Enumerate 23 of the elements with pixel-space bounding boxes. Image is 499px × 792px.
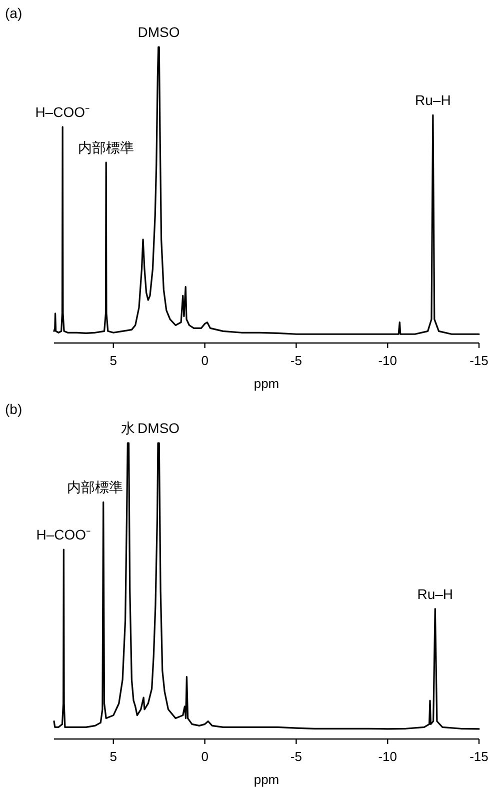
annotation: Ru–H <box>417 586 454 602</box>
x-tick-label: 0 <box>201 353 208 368</box>
x-tick-label: 0 <box>201 749 208 764</box>
x-axis-title: ppm <box>254 772 280 787</box>
annotation: DMSO <box>138 420 180 436</box>
x-tick-label: -10 <box>378 353 397 368</box>
annotation: DMSO <box>138 24 180 40</box>
x-tick-label: 5 <box>110 353 118 368</box>
chart-title: (a) <box>5 5 22 21</box>
x-tick-label: -10 <box>378 749 397 764</box>
x-tick-label: -15 <box>470 749 488 764</box>
annotation: H–COO⁻ <box>36 526 92 543</box>
x-axis-title: ppm <box>254 376 280 391</box>
annotation: 水 <box>121 420 136 436</box>
annotation: 内部標準 <box>78 139 134 156</box>
chart-title: (b) <box>5 401 22 417</box>
annotation: H–COO⁻ <box>35 104 90 120</box>
annotation: Ru–H <box>415 92 451 108</box>
x-tick-label: -15 <box>470 353 488 368</box>
x-tick-label: -5 <box>290 749 302 764</box>
x-tick-label: 5 <box>110 749 118 764</box>
x-tick-label: -5 <box>290 353 302 368</box>
annotation: 内部標準 <box>67 479 124 496</box>
